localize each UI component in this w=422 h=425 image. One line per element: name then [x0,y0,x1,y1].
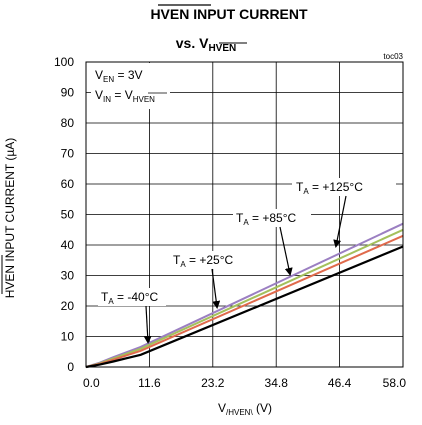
x-axis-label: V/HVEN\ (V) [218,401,272,417]
y-tick-label: 80 [61,116,75,130]
y-tick-label: 60 [61,177,75,191]
series-label-85: TA = +85°C [236,211,297,227]
x-tick-label: 34.8 [265,376,289,390]
y-axis-label: HVEN INPUT CURRENT (µA) [3,138,17,299]
x-tick-labels: 0.0 11.6 23.2 34.8 46.4 58.0 [83,376,406,390]
arrow-m40 [143,305,152,344]
arrow-25 [211,268,221,309]
x-tick-label: 11.6 [138,376,161,390]
y-tick-label: 30 [61,269,75,283]
condition-vin: VIN = VHVEN [95,88,155,104]
arrow-85 [279,226,293,276]
y-tick-label: 20 [61,299,75,313]
y-tick-labels: 0 10 20 30 40 50 60 70 80 90 100 [54,55,74,374]
chart-title: HVEN INPUT CURRENT [150,6,308,22]
x-tick-label: 46.4 [328,376,352,390]
conditions-box [91,63,170,109]
y-tick-label: 0 [67,360,74,374]
series-label-m40: TA = -40°C [101,290,159,306]
label-bg-25 [169,251,244,269]
y-tick-label: 40 [61,238,75,252]
series-label-125: TA = +125°C [296,180,363,196]
series-line [85,245,404,369]
x-tick-label: 58.0 [383,376,407,390]
label-bg-85 [233,209,311,227]
y-tick-label: 90 [61,86,75,100]
y-tick-label: 50 [61,208,75,222]
series-label-25: TA = +25°C [173,253,234,269]
y-tick-label: 70 [61,147,75,161]
plot-frame [85,61,404,368]
chart-title-line2: vs. VHVEN [176,35,237,54]
y-tick-label: 100 [54,55,74,69]
label-bg-m40 [98,288,166,306]
arrow-125 [333,195,347,248]
x-tick-label: 0.0 [83,376,100,390]
label-bg-125 [292,178,396,196]
figure-id: toc03 [383,52,403,61]
x-tick-label: 23.2 [201,376,225,390]
y-tick-label: 10 [61,330,75,344]
condition-ven: VEN = 3V [95,68,143,84]
series-lines [85,222,404,369]
